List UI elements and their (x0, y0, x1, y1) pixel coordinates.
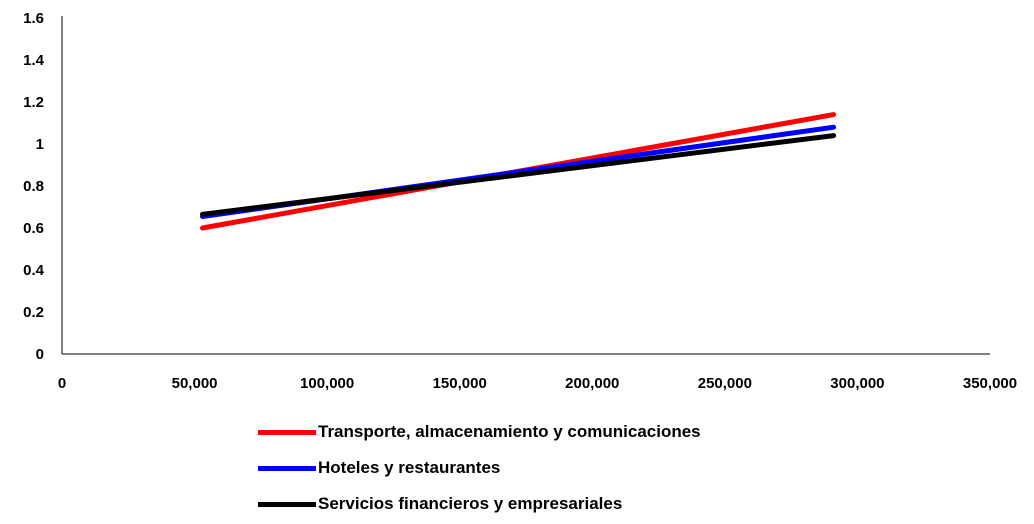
legend-item-servicios: Servicios financieros y empresariales (258, 486, 701, 522)
legend-swatch-transporte (258, 429, 316, 435)
x-tick-label: 350,000 (963, 375, 1017, 392)
axes (61, 16, 990, 355)
series-line-2 (200, 133, 837, 217)
legend-swatch-hoteles (258, 465, 316, 471)
y-tick-label: 0.8 (23, 178, 44, 195)
legend-label-hoteles: Hoteles y restaurantes (318, 458, 501, 477)
legend: Transporte, almacenamiento y comunicacio… (258, 414, 701, 522)
y-tick-label: 0.2 (23, 304, 44, 321)
tick-labels: 0 50,000 100,000 150,000 200,000 250,000 300,0… (23, 10, 1017, 392)
x-tick-label: 150,000 (433, 375, 487, 392)
legend-label-servicios: Servicios financieros y empresariales (318, 494, 623, 513)
y-tick-label: 1.2 (23, 94, 44, 111)
chart-canvas: 0 50,000 100,000 150,000 200,000 250,000 300,0… (23, 10, 1017, 392)
y-tick-label: 1.4 (23, 52, 45, 69)
x-tick-label: 300,000 (830, 375, 884, 392)
y-tick-label: 0.4 (23, 262, 45, 279)
x-tick-label: 100,000 (300, 375, 354, 392)
y-tick-label: 1.6 (23, 10, 44, 27)
y-tick-label: 0 (36, 346, 44, 363)
legend-label-transporte: Transporte, almacenamiento y comunicacio… (318, 422, 701, 441)
x-tick-label: 250,000 (698, 375, 752, 392)
x-tick-label: 0 (58, 375, 66, 392)
legend-item-transporte: Transporte, almacenamiento y comunicacio… (258, 414, 701, 450)
x-tick-label: 50,000 (172, 375, 218, 392)
x-tick-label: 200,000 (565, 375, 619, 392)
series-layer (200, 112, 837, 231)
legend-item-hoteles: Hoteles y restaurantes (258, 450, 701, 486)
y-tick-label: 0.6 (23, 220, 44, 237)
legend-swatch-servicios (258, 501, 316, 507)
y-tick-label: 1 (36, 136, 44, 153)
